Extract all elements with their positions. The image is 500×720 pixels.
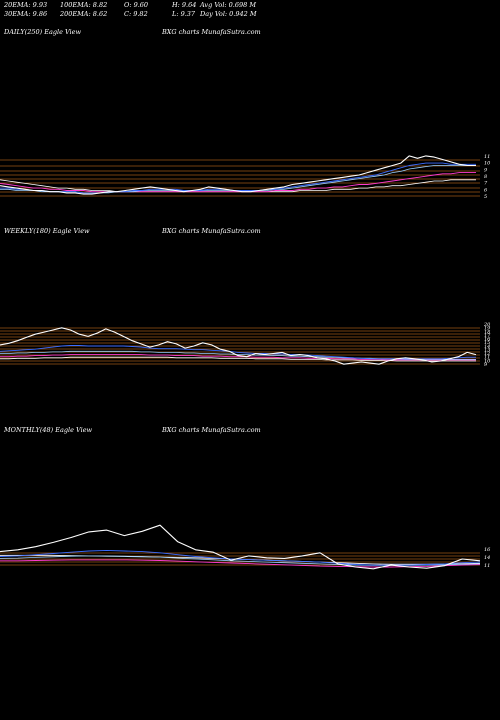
weekly-panel-watermark: BXG charts MunafaSutra.com	[162, 227, 261, 235]
monthly-price-line	[0, 524, 481, 570]
price-axis-label: 16	[484, 337, 491, 343]
daily-ema-long-line	[0, 179, 476, 193]
stat-low: L: 9.37	[172, 10, 196, 18]
price-axis-label: 12	[484, 351, 490, 357]
stat-close: C: 9.82	[124, 10, 148, 18]
daily-ema-slow-line	[0, 172, 476, 193]
price-axis-label: 14	[484, 555, 490, 561]
daily-ema-fast-line	[0, 162, 476, 194]
stat-open: O: 9.60	[124, 1, 149, 9]
monthly-ema-slow-line	[0, 559, 481, 568]
stat-high: H: 9.64	[172, 1, 197, 9]
price-axis-label: 9	[484, 362, 488, 368]
monthly-ema-fast-line	[0, 549, 481, 566]
stat-avg-vol: Avg Vol: 0.698 M	[200, 1, 257, 9]
price-axis-label: 9	[484, 167, 488, 173]
price-axis-label: 17	[484, 333, 491, 339]
price-axis-label: 13	[484, 348, 490, 354]
monthly-chart: 16 14 11	[0, 524, 491, 570]
stat-30ema: 30EMA: 9.86	[4, 10, 48, 18]
stat-100ema: 100EMA: 8.82	[60, 1, 108, 9]
daily-price-line	[0, 155, 476, 195]
weekly-ema-slow-line	[0, 354, 476, 361]
price-axis-label: 10	[484, 358, 491, 364]
monthly-panel-watermark: BXG charts MunafaSutra.com	[162, 426, 261, 434]
stat-200ema: 200EMA: 8.62	[60, 10, 108, 18]
daily-panel-title: DAILY(250) Eagle View	[4, 28, 82, 36]
price-axis-label: 11	[484, 563, 490, 569]
stat-day-vol: Day Vol: 0.942 M	[200, 10, 257, 18]
price-axis-label: 11	[484, 355, 490, 361]
weekly-ema-long-line	[0, 356, 476, 362]
price-axis-label: 16	[484, 547, 491, 553]
price-axis-label: 6	[484, 187, 488, 193]
price-axis-label: 14	[484, 344, 490, 350]
stat-20ema: 20EMA: 9.93	[4, 1, 48, 9]
daily-panel-watermark: BXG charts MunafaSutra.com	[162, 28, 261, 36]
price-axis-label: 19	[484, 326, 491, 332]
price-axis-label: 15	[484, 340, 490, 346]
price-axis-label: 8	[484, 174, 487, 180]
price-axis-label: 5	[484, 194, 487, 200]
price-axis-label: 20	[483, 322, 491, 328]
price-axis-label: 7	[484, 181, 488, 187]
price-axis-label: 11	[484, 154, 490, 160]
price-axis-label: 18	[484, 329, 490, 335]
price-axis-label: 10	[484, 161, 491, 167]
monthly-panel-title: MONTHLY(48) Eagle View	[4, 426, 93, 434]
weekly-price-line	[0, 327, 477, 365]
weekly-panel-title: WEEKLY(180) Eagle View	[4, 227, 90, 235]
